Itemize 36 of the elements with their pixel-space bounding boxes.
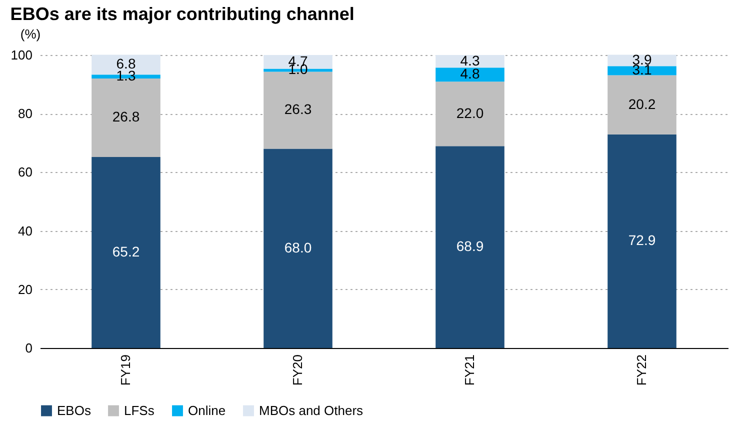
data-label: 22.0 (456, 104, 484, 121)
y-tick-label: 0 (25, 340, 32, 356)
data-label: 72.9 (628, 232, 656, 248)
bar (436, 146, 504, 348)
data-label: 20.2 (628, 96, 656, 112)
x-tick-label: FY21 (462, 354, 477, 386)
chart-title: EBOs are its major contributing channel (10, 4, 354, 24)
y-tick-label: 80 (18, 106, 32, 122)
data-label: 26.8 (112, 108, 140, 125)
y-tick-label: 100 (10, 48, 32, 62)
x-tick-label: FY20 (290, 354, 305, 386)
y-tick-label: 20 (18, 282, 32, 297)
bar (436, 68, 504, 82)
legend-label: Online (188, 402, 226, 418)
y-tick-label: 40 (18, 223, 32, 238)
y-tick-label: 60 (18, 164, 32, 180)
data-label: 4.3 (460, 52, 480, 68)
data-label: 68.9 (456, 238, 484, 254)
bar (92, 156, 160, 348)
bar (608, 134, 676, 348)
data-label: 65.2 (112, 243, 140, 260)
bar (436, 82, 504, 146)
data-label: 4.8 (460, 66, 480, 82)
x-tick-label: FY22 (634, 354, 649, 386)
bar (608, 75, 676, 134)
bar (264, 148, 332, 348)
x-tick-label: FY19 (118, 354, 133, 386)
data-label: 68.0 (284, 239, 312, 256)
data-label: 26.3 (284, 101, 312, 118)
bar (608, 66, 676, 76)
data-label: 6.8 (116, 56, 136, 72)
legend-label: MBOs and Others (259, 402, 364, 418)
legend-label: LFSs (124, 402, 155, 418)
legend-label: EBOs (57, 402, 92, 418)
bar (436, 55, 504, 68)
y-axis-title: (%) (20, 26, 41, 42)
